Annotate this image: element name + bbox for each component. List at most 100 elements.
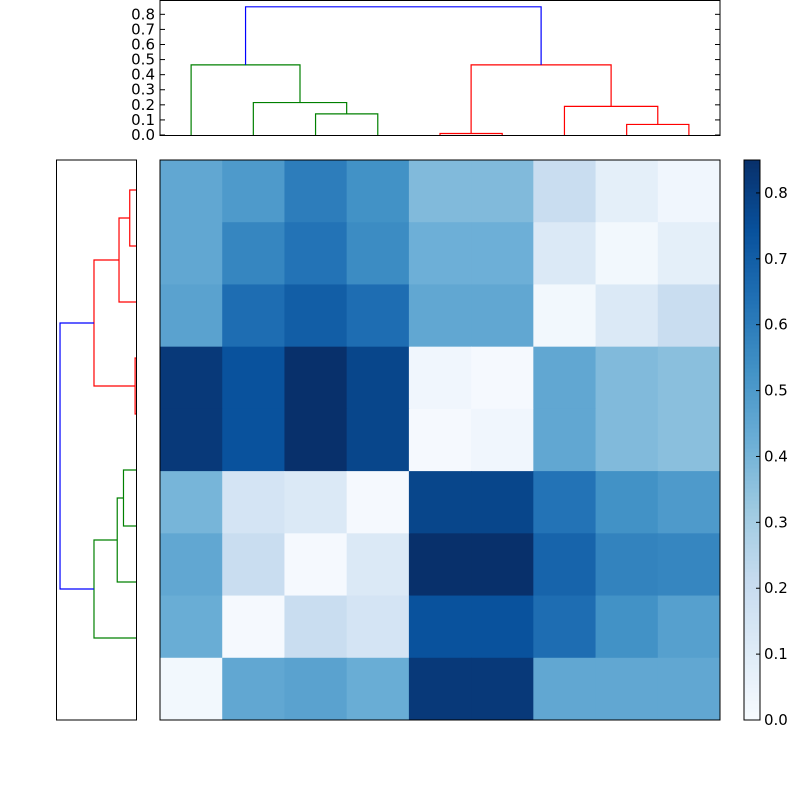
heatmap-cell-4-4 bbox=[408, 408, 472, 472]
colorbar-segment bbox=[744, 340, 760, 345]
heatmap-cell-6-8 bbox=[657, 533, 721, 597]
colorbar-segment bbox=[744, 632, 760, 637]
heatmap-cell-7-6 bbox=[533, 595, 597, 659]
dendrogram-link-4 bbox=[122, 469, 136, 527]
colorbar-segment bbox=[744, 508, 760, 513]
colorbar-segment bbox=[744, 208, 760, 213]
colorbar-segment bbox=[744, 172, 760, 177]
dendrogram-link-0 bbox=[314, 113, 379, 135]
heatmap-cell-5-6 bbox=[533, 471, 597, 534]
colorbar-segment bbox=[744, 436, 760, 441]
heatmap-cell-6-5 bbox=[471, 533, 534, 597]
heatmap-cell-0-8 bbox=[657, 160, 721, 223]
colorbar-segment bbox=[744, 344, 760, 349]
dendrogram-link-2 bbox=[134, 357, 136, 415]
colorbar-segment bbox=[744, 224, 760, 229]
colorbar-tick-label: 0.4 bbox=[764, 447, 788, 465]
colorbar-segment bbox=[744, 400, 760, 405]
colorbar-segment bbox=[744, 576, 760, 581]
colorbar-segment bbox=[744, 240, 760, 245]
heatmap-cell-2-8 bbox=[657, 284, 721, 348]
colorbar-segment bbox=[744, 496, 760, 501]
colorbar-segment bbox=[744, 260, 760, 265]
colorbar-segment bbox=[744, 524, 760, 529]
colorbar-segment bbox=[744, 236, 760, 241]
colorbar-segment bbox=[744, 504, 760, 509]
heatmap-cell-3-8 bbox=[657, 346, 721, 410]
colorbar-segment bbox=[744, 456, 760, 461]
heatmap-cell-0-0 bbox=[160, 160, 223, 223]
colorbar-segment bbox=[744, 196, 760, 201]
heatmap-cell-1-8 bbox=[657, 222, 721, 285]
top-dendrogram-ytick-label: 0.7 bbox=[131, 20, 155, 38]
colorbar-segment bbox=[744, 532, 760, 537]
colorbar-segment bbox=[744, 368, 760, 373]
colorbar-segment bbox=[744, 192, 760, 197]
colorbar-segment bbox=[744, 272, 760, 277]
heatmap-cell-5-1 bbox=[222, 471, 285, 534]
colorbar-tick-label: 0.5 bbox=[764, 382, 788, 400]
colorbar-segment bbox=[744, 416, 760, 421]
heatmap-cell-7-4 bbox=[408, 595, 472, 659]
colorbar-segment bbox=[744, 440, 760, 445]
heatmap-cell-6-4 bbox=[408, 533, 472, 597]
left-dendrogram-frame bbox=[56, 159, 137, 721]
colorbar-segment bbox=[744, 584, 760, 589]
dendrogram-link-7 bbox=[59, 322, 94, 590]
colorbar-segment bbox=[744, 540, 760, 545]
colorbar-segment bbox=[744, 204, 760, 209]
colorbar-segment bbox=[744, 256, 760, 261]
colorbar-segment bbox=[744, 220, 760, 225]
colorbar-segment bbox=[744, 452, 760, 457]
colorbar-segment bbox=[744, 176, 760, 181]
colorbar-segment bbox=[744, 460, 760, 465]
colorbar-segment bbox=[744, 308, 760, 313]
colorbar-segment bbox=[744, 280, 760, 285]
colorbar-segment bbox=[744, 616, 760, 621]
top-dendrogram-ytick-label: 0.0 bbox=[131, 126, 155, 144]
colorbar-segment bbox=[744, 356, 760, 361]
colorbar-segment bbox=[744, 488, 760, 493]
top-dendrogram-frame bbox=[159, 0, 721, 136]
colorbar-segment bbox=[744, 624, 760, 629]
heatmap-cell-7-3 bbox=[346, 595, 410, 659]
heatmap-cell-1-4 bbox=[408, 222, 472, 285]
colorbar-segment bbox=[744, 464, 760, 469]
colorbar-segment bbox=[744, 428, 760, 433]
heatmap-cell-5-2 bbox=[284, 471, 348, 534]
colorbar-segment bbox=[744, 444, 760, 449]
colorbar-segment bbox=[744, 348, 760, 353]
heatmap-cell-4-7 bbox=[595, 408, 659, 472]
colorbar-segment bbox=[744, 636, 760, 641]
heatmap-cell-7-0 bbox=[160, 595, 223, 659]
colorbar-segment bbox=[744, 228, 760, 233]
heatmap bbox=[159, 159, 721, 721]
heatmap-cell-3-5 bbox=[471, 346, 534, 410]
colorbar-segment bbox=[744, 480, 760, 485]
colorbar-segment bbox=[744, 268, 760, 273]
colorbar-segment bbox=[744, 644, 760, 649]
colorbar-segment bbox=[744, 300, 760, 305]
colorbar-segment bbox=[744, 596, 760, 601]
dendrogram-link-3 bbox=[93, 259, 136, 387]
heatmap-cell-3-4 bbox=[408, 346, 472, 410]
colorbar-segment bbox=[744, 404, 760, 409]
colorbar-segment bbox=[744, 556, 760, 561]
colorbar-segment bbox=[744, 676, 760, 681]
colorbar-segment bbox=[744, 336, 760, 341]
heatmap-cell-4-5 bbox=[471, 408, 534, 472]
heatmap-cell-7-7 bbox=[595, 595, 659, 659]
colorbar-segment bbox=[744, 292, 760, 297]
colorbar-segment bbox=[744, 592, 760, 597]
heatmap-cell-1-1 bbox=[222, 222, 285, 285]
colorbar-segment bbox=[744, 472, 760, 477]
heatmap-cell-1-7 bbox=[595, 222, 659, 285]
heatmap-cell-4-2 bbox=[284, 408, 348, 472]
colorbar-segment bbox=[744, 448, 760, 453]
colorbar: 0.0 0.1 0.2 0.3 0.4 0.5 0.6 0.7 0.8 bbox=[743, 159, 788, 729]
colorbar-segment bbox=[744, 580, 760, 585]
heatmap-cell-6-3 bbox=[346, 533, 410, 597]
heatmap-cell-1-5 bbox=[471, 222, 534, 285]
heatmap-cell-3-1 bbox=[222, 346, 285, 410]
heatmap-cell-8-3 bbox=[346, 657, 410, 721]
